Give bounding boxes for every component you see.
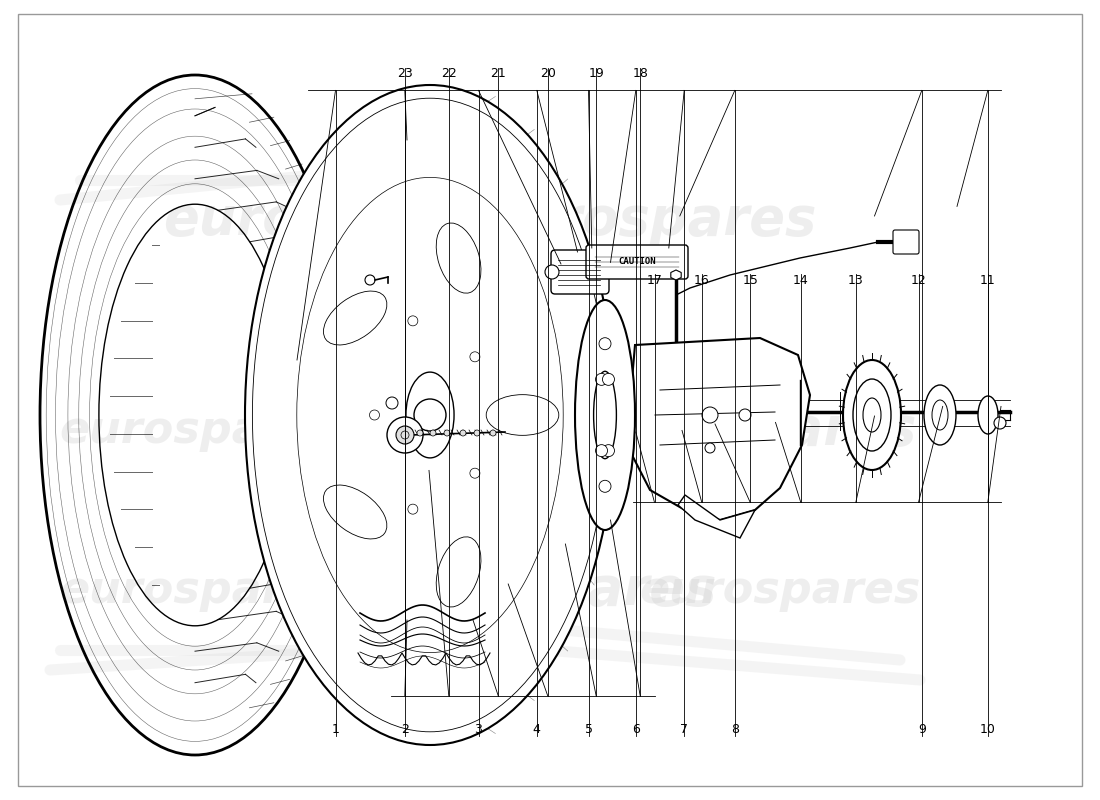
Text: 10: 10 xyxy=(980,723,996,736)
Ellipse shape xyxy=(924,385,956,445)
Circle shape xyxy=(470,468,480,478)
Text: eurospares: eurospares xyxy=(583,404,916,456)
Text: 20: 20 xyxy=(540,67,556,80)
Text: eurospares: eurospares xyxy=(59,569,341,611)
Text: 9: 9 xyxy=(917,723,926,736)
Circle shape xyxy=(595,374,607,386)
Ellipse shape xyxy=(594,371,616,458)
Text: 6: 6 xyxy=(631,723,640,736)
Text: 13: 13 xyxy=(848,274,864,286)
Text: 5: 5 xyxy=(584,723,593,736)
Circle shape xyxy=(470,352,480,362)
Circle shape xyxy=(603,445,615,457)
Text: 18: 18 xyxy=(632,67,648,80)
Circle shape xyxy=(430,430,436,436)
Ellipse shape xyxy=(437,223,481,293)
Ellipse shape xyxy=(843,360,901,470)
Text: eurospares: eurospares xyxy=(383,564,717,616)
Text: eurospares: eurospares xyxy=(639,569,921,611)
Ellipse shape xyxy=(486,394,559,435)
Polygon shape xyxy=(628,338,810,520)
Text: 11: 11 xyxy=(980,274,996,286)
Circle shape xyxy=(408,316,418,326)
Circle shape xyxy=(994,417,1006,429)
Ellipse shape xyxy=(852,379,891,451)
Text: 8: 8 xyxy=(730,723,739,736)
Text: 17: 17 xyxy=(647,274,662,286)
Circle shape xyxy=(408,504,418,514)
Text: 2: 2 xyxy=(400,723,409,736)
Circle shape xyxy=(739,409,751,421)
Text: 4: 4 xyxy=(532,723,541,736)
Circle shape xyxy=(387,417,424,453)
Ellipse shape xyxy=(323,291,387,345)
Text: eurospares: eurospares xyxy=(59,409,341,451)
Text: 12: 12 xyxy=(911,274,926,286)
Ellipse shape xyxy=(437,537,481,607)
Circle shape xyxy=(595,445,607,457)
Circle shape xyxy=(386,397,398,409)
Ellipse shape xyxy=(245,85,615,745)
Text: 1: 1 xyxy=(331,723,340,736)
Text: eurospares: eurospares xyxy=(163,194,497,246)
Text: 22: 22 xyxy=(441,67,456,80)
Circle shape xyxy=(705,443,715,453)
Text: 23: 23 xyxy=(397,67,412,80)
Text: eurospares: eurospares xyxy=(483,194,816,246)
Ellipse shape xyxy=(406,372,454,458)
FancyBboxPatch shape xyxy=(893,230,918,254)
Text: CAUTION: CAUTION xyxy=(618,258,656,266)
Circle shape xyxy=(365,275,375,285)
Circle shape xyxy=(417,430,424,436)
Text: eurospares: eurospares xyxy=(333,404,667,456)
Ellipse shape xyxy=(575,300,635,530)
Circle shape xyxy=(702,407,718,423)
FancyBboxPatch shape xyxy=(586,245,688,279)
Circle shape xyxy=(414,399,446,431)
Polygon shape xyxy=(671,270,681,280)
Circle shape xyxy=(396,426,414,444)
Ellipse shape xyxy=(864,398,881,432)
Ellipse shape xyxy=(323,485,387,539)
Text: 21: 21 xyxy=(491,67,506,80)
Ellipse shape xyxy=(932,400,948,430)
Text: 15: 15 xyxy=(742,274,758,286)
Polygon shape xyxy=(678,495,755,538)
FancyBboxPatch shape xyxy=(551,250,609,294)
Circle shape xyxy=(490,430,496,436)
Text: 16: 16 xyxy=(694,274,710,286)
Text: 7: 7 xyxy=(680,723,689,736)
Circle shape xyxy=(544,265,559,279)
Text: 19: 19 xyxy=(588,67,604,80)
Text: 3: 3 xyxy=(474,723,483,736)
Ellipse shape xyxy=(978,396,998,434)
Circle shape xyxy=(474,430,480,436)
Circle shape xyxy=(460,430,466,436)
Circle shape xyxy=(444,430,450,436)
Circle shape xyxy=(600,480,610,492)
Circle shape xyxy=(370,410,379,420)
Circle shape xyxy=(600,338,610,350)
Text: 14: 14 xyxy=(793,274,808,286)
Circle shape xyxy=(603,374,615,386)
